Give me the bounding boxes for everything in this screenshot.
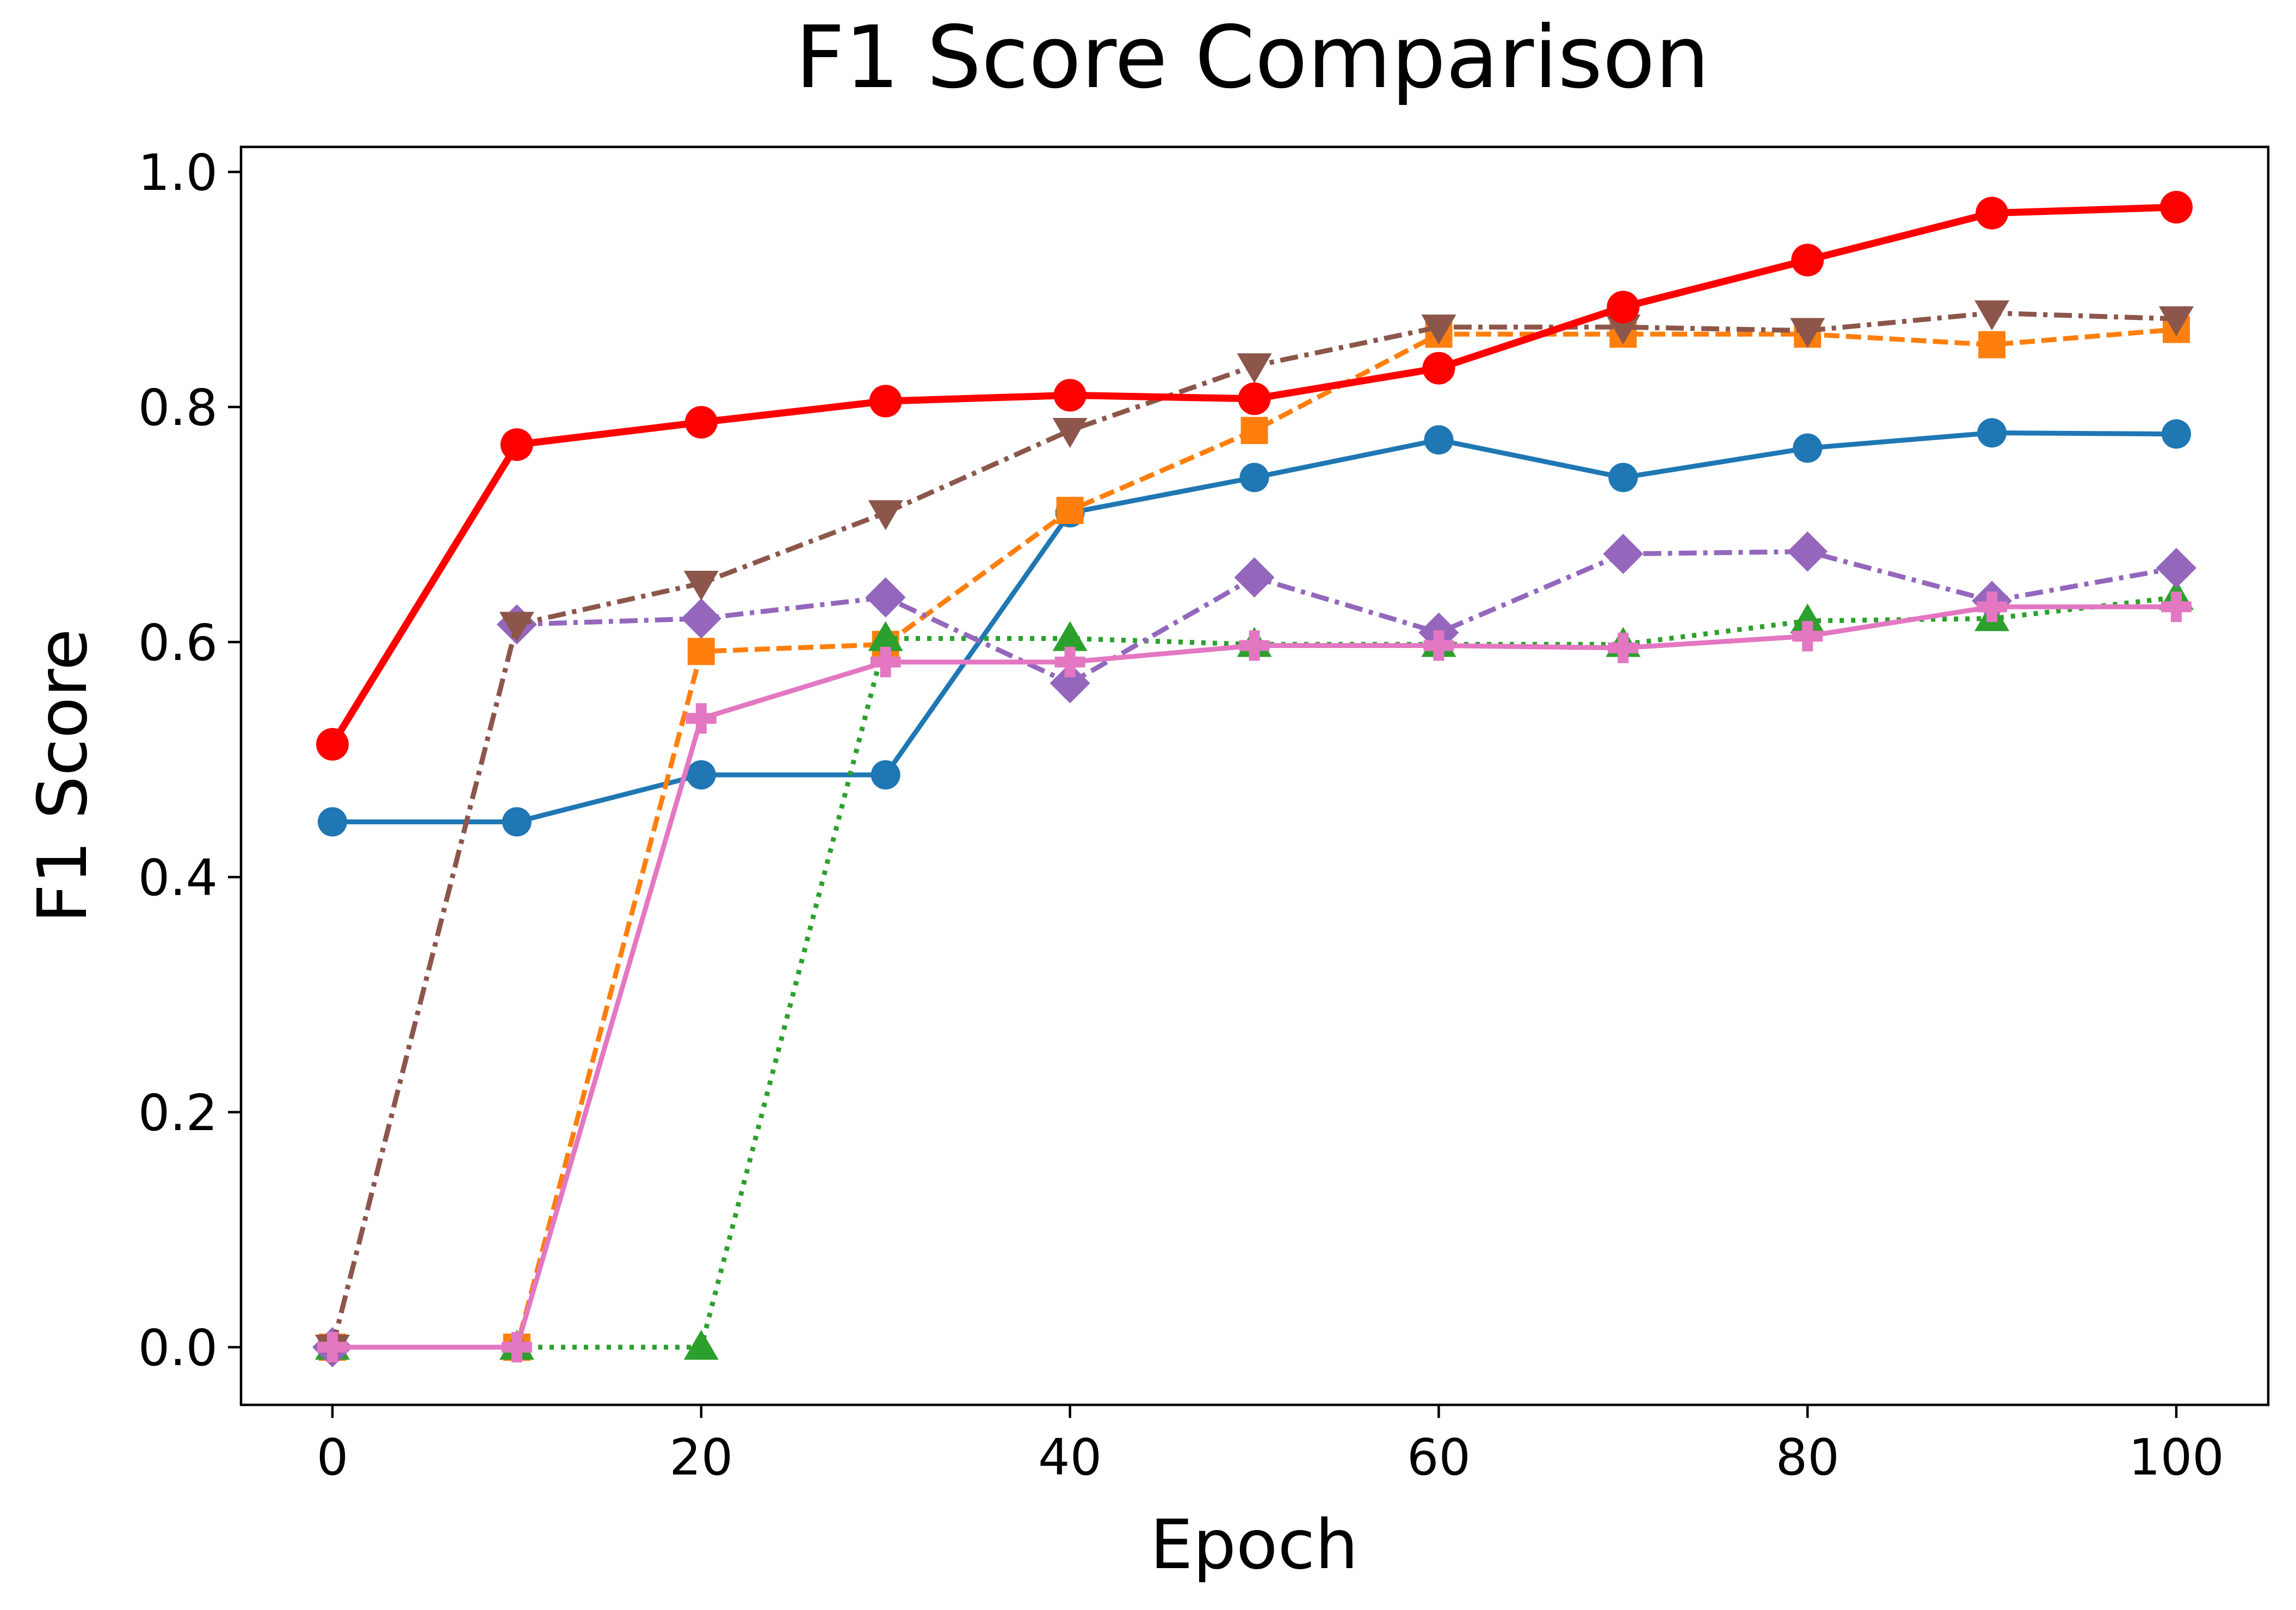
marker-circle	[502, 807, 532, 837]
y-tick-label: 0.4	[138, 849, 218, 907]
marker-triangle-down	[2159, 306, 2194, 336]
series-line	[332, 326, 2177, 1350]
y-tick-label: 1.0	[138, 144, 218, 202]
marker-plus	[501, 1332, 532, 1362]
marker-circle	[2162, 419, 2191, 449]
y-axis-ticks: 0.0 0.2 0.4 0.6 0.8 1.0	[138, 144, 241, 1377]
x-tick-label: 20	[669, 1428, 733, 1486]
marker-circle	[316, 727, 349, 761]
marker-plus	[1423, 630, 1454, 661]
marker-circle	[1607, 291, 1640, 324]
marker-triangle-up	[868, 621, 903, 651]
marker-triangle-down	[1606, 314, 1641, 345]
marker-circle	[1239, 462, 1269, 492]
y-axis-label: F1 Score	[23, 628, 102, 923]
marker-triangle-up	[683, 1330, 719, 1360]
marker-diamond	[681, 598, 721, 639]
marker-circle	[318, 807, 347, 837]
series-1	[318, 418, 2191, 837]
marker-triangle-down	[1237, 353, 1272, 384]
x-axis-label: Epoch	[1150, 1506, 1359, 1584]
marker-triangle-up	[1790, 603, 1825, 634]
series-layer	[312, 190, 2196, 1367]
marker-triangle-down	[499, 612, 534, 642]
marker-plus	[1239, 630, 1270, 661]
marker-plus	[1054, 646, 1085, 677]
y-tick-label: 0.6	[138, 614, 218, 672]
marker-plus	[1977, 591, 2008, 622]
marker-circle	[1424, 425, 1454, 455]
marker-plus	[870, 646, 901, 677]
y-tick-label: 0.8	[138, 379, 218, 437]
x-tick-label: 80	[1776, 1428, 1840, 1486]
marker-circle	[1053, 379, 1087, 412]
marker-triangle-down	[1421, 314, 1456, 345]
marker-circle	[1793, 433, 1823, 463]
marker-circle	[500, 428, 533, 461]
marker-circle	[1422, 351, 1455, 385]
plot-area-frame	[239, 145, 2270, 1407]
marker-plus	[317, 1332, 348, 1362]
x-tick-label: 60	[1407, 1428, 1471, 1486]
marker-circle	[686, 760, 716, 790]
marker-circle	[1976, 196, 2009, 230]
marker-square	[1240, 417, 1268, 445]
marker-plus	[686, 703, 717, 734]
chart-title: F1 Score Comparison	[795, 8, 1709, 108]
marker-diamond	[1050, 663, 1090, 704]
series-6	[317, 591, 2192, 1362]
marker-triangle-down	[1790, 318, 1825, 348]
x-axis-ticks: 0 20 40 60 80 100	[317, 1405, 2224, 1486]
marker-diamond	[2156, 547, 2196, 588]
marker-plus	[1608, 632, 1639, 663]
marker-square	[1978, 331, 2006, 359]
marker-triangle-down	[683, 570, 719, 601]
marker-plus	[2161, 591, 2192, 622]
marker-circle	[2160, 190, 2193, 224]
marker-circle	[1977, 418, 2007, 448]
marker-circle	[684, 406, 718, 439]
marker-triangle-down	[1052, 418, 1088, 448]
marker-diamond	[1603, 534, 1644, 574]
marker-circle	[871, 760, 900, 790]
series-7	[316, 190, 2193, 761]
marker-diamond	[1234, 557, 1275, 598]
marker-square	[1056, 497, 1084, 525]
marker-diamond	[1787, 531, 1828, 572]
x-tick-label: 0	[317, 1428, 349, 1486]
marker-circle	[1791, 244, 1824, 276]
marker-square	[687, 638, 715, 665]
x-tick-label: 40	[1038, 1428, 1102, 1486]
y-tick-label: 0.0	[138, 1319, 218, 1377]
marker-triangle-down	[868, 500, 903, 531]
marker-diamond	[865, 577, 906, 618]
marker-plus	[1792, 621, 1823, 652]
y-tick-label: 0.2	[138, 1084, 218, 1142]
marker-circle	[869, 385, 902, 418]
marker-circle	[1608, 462, 1638, 492]
marker-circle	[1238, 382, 1271, 415]
x-tick-label: 100	[2128, 1428, 2224, 1486]
marker-triangle-up	[1052, 621, 1088, 651]
marker-triangle-down	[1974, 300, 2010, 331]
